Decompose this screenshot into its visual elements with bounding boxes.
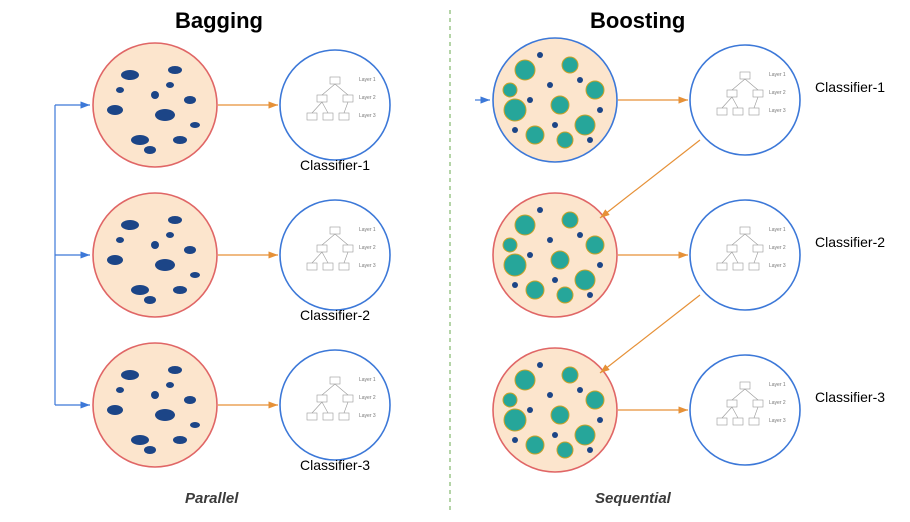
svg-text:Layer 2: Layer 2 [769, 400, 786, 406]
svg-text:Layer 1: Layer 1 [359, 377, 376, 383]
bagging-title: Bagging [175, 8, 263, 34]
svg-text:Classifier-2: Classifier-2 [815, 234, 885, 250]
svg-text:Classifier-3: Classifier-3 [300, 457, 370, 473]
svg-text:Classifier-2: Classifier-2 [300, 307, 370, 323]
svg-text:Layer 1: Layer 1 [769, 382, 786, 388]
sequential-caption: Sequential [595, 490, 671, 507]
svg-text:Layer 1: Layer 1 [359, 77, 376, 83]
svg-text:Classifier-1: Classifier-1 [815, 79, 885, 95]
svg-text:Layer 3: Layer 3 [769, 418, 786, 424]
svg-text:Layer 2: Layer 2 [769, 245, 786, 251]
boosting-title: Boosting [590, 8, 685, 34]
svg-text:Layer 3: Layer 3 [359, 413, 376, 419]
svg-text:Layer 1: Layer 1 [769, 227, 786, 233]
diagram-canvas: Layer 1 Layer 2 Layer 3 Layer 1 Layer 2 Layer… [0, 0, 910, 522]
svg-text:Layer 2: Layer 2 [359, 95, 376, 101]
svg-text:Layer 1: Layer 1 [359, 227, 376, 233]
svg-text:Layer 1: Layer 1 [769, 72, 786, 78]
parallel-caption: Parallel [185, 490, 238, 507]
svg-text:Layer 3: Layer 3 [769, 108, 786, 114]
svg-text:Layer 2: Layer 2 [359, 395, 376, 401]
svg-text:Layer 3: Layer 3 [769, 263, 786, 269]
svg-text:Layer 2: Layer 2 [359, 245, 376, 251]
svg-text:Classifier-1: Classifier-1 [300, 157, 370, 173]
svg-text:Layer 2: Layer 2 [769, 90, 786, 96]
svg-text:Layer 3: Layer 3 [359, 263, 376, 269]
svg-text:Classifier-3: Classifier-3 [815, 389, 885, 405]
svg-text:Layer 3: Layer 3 [359, 113, 376, 119]
